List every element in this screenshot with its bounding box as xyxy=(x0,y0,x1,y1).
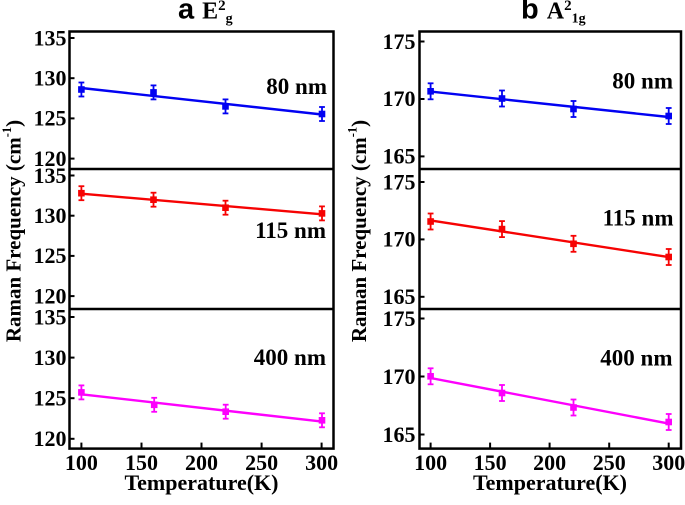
svg-text:165: 165 xyxy=(383,284,416,309)
svg-text:150: 150 xyxy=(125,450,158,475)
svg-text:170: 170 xyxy=(383,227,416,252)
svg-text:400 nm: 400 nm xyxy=(600,346,672,371)
svg-text:135: 135 xyxy=(34,304,67,329)
svg-text:120: 120 xyxy=(34,426,67,451)
svg-text:175: 175 xyxy=(383,306,416,331)
svg-text:120: 120 xyxy=(34,283,67,308)
svg-text:400 nm: 400 nm xyxy=(254,345,326,370)
svg-text:250: 250 xyxy=(245,450,278,475)
svg-text:165: 165 xyxy=(383,422,416,447)
svg-text:115 nm: 115 nm xyxy=(255,218,326,243)
svg-text:150: 150 xyxy=(474,450,507,475)
svg-text:200: 200 xyxy=(185,450,218,475)
svg-text:250: 250 xyxy=(593,450,626,475)
svg-text:200: 200 xyxy=(533,450,566,475)
svg-text:130: 130 xyxy=(34,203,67,228)
svg-text:165: 165 xyxy=(383,144,416,169)
svg-text:Temperature(K): Temperature(K) xyxy=(473,470,627,495)
svg-text:125: 125 xyxy=(34,243,67,268)
svg-text:80 nm: 80 nm xyxy=(612,69,673,94)
svg-text:135: 135 xyxy=(34,25,67,50)
svg-text:130: 130 xyxy=(34,66,67,91)
svg-text:170: 170 xyxy=(383,86,416,111)
svg-text:175: 175 xyxy=(383,169,416,194)
svg-text:135: 135 xyxy=(34,163,67,188)
svg-text:175: 175 xyxy=(383,29,416,54)
svg-text:300: 300 xyxy=(652,450,685,475)
svg-text:120: 120 xyxy=(34,146,67,171)
svg-text:130: 130 xyxy=(34,345,67,370)
svg-text:100: 100 xyxy=(65,450,98,475)
svg-text:100: 100 xyxy=(414,450,447,475)
svg-text:125: 125 xyxy=(34,386,67,411)
svg-text:115 nm: 115 nm xyxy=(603,206,674,231)
svg-text:Raman Frequency (cm-1): Raman Frequency (cm-1) xyxy=(0,120,26,342)
svg-text:170: 170 xyxy=(383,364,416,389)
svg-text:Raman Frequency (cm-1): Raman Frequency (cm-1) xyxy=(346,120,372,342)
svg-text:125: 125 xyxy=(34,106,67,131)
svg-text:Temperature(K): Temperature(K) xyxy=(125,470,279,495)
svg-text:300: 300 xyxy=(305,450,338,475)
svg-text:80 nm: 80 nm xyxy=(266,74,327,99)
